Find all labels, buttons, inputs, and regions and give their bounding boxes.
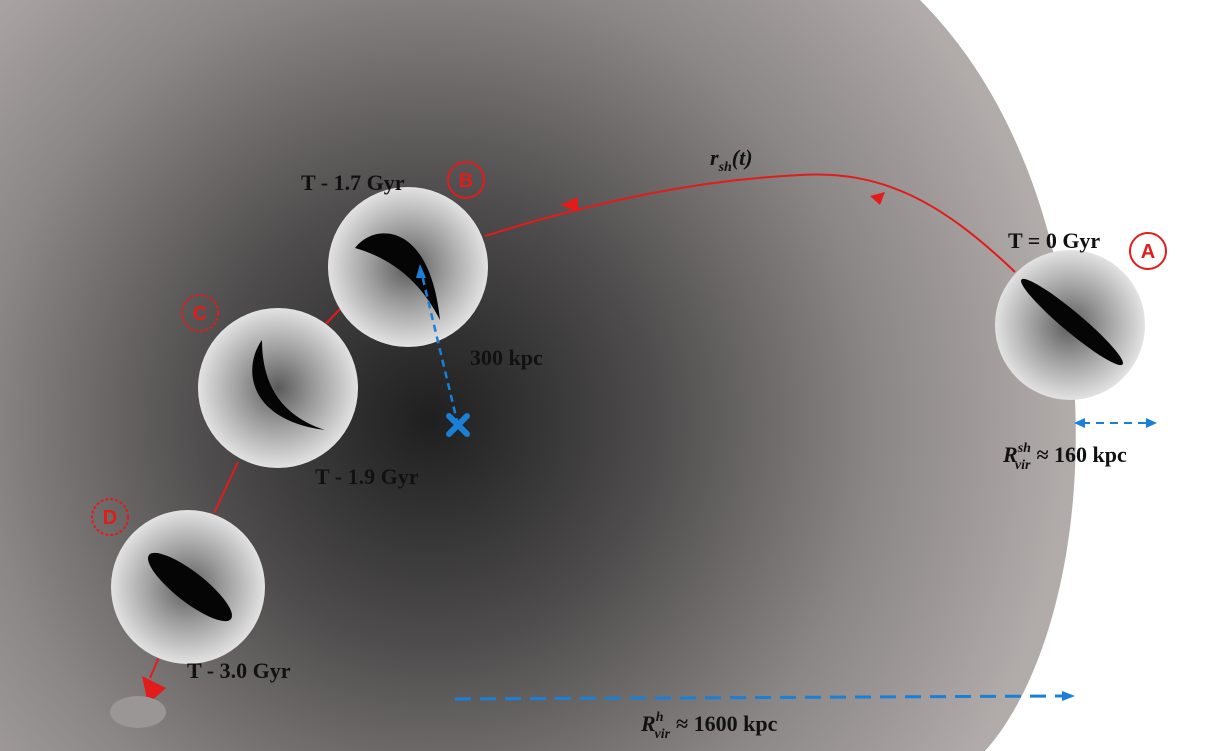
rvir-sh-label: Rsh vir ≈ 160 kpc [1002, 441, 1127, 473]
time-label-C: T - 1.9 Gyr [315, 464, 419, 489]
time-label-A: T = 0 Gyr [1008, 228, 1100, 253]
marker-B: B [447, 161, 485, 199]
disk-C [252, 340, 325, 430]
svg-text:C: C [193, 303, 207, 325]
distance-300-label: 300 kpc [470, 345, 543, 370]
marker-C: C [181, 294, 219, 332]
distance-300-arrow [416, 264, 470, 437]
disk-B [355, 233, 440, 320]
satellite-D [111, 510, 265, 664]
host-center-marker [446, 413, 470, 437]
orbit-arrows [142, 192, 885, 704]
disk-A [1021, 278, 1123, 366]
time-label-D: T - 3.0 Gyr [187, 658, 291, 683]
orbit-arrowhead-large [142, 676, 166, 704]
rvir-sh-arrow [1074, 418, 1157, 428]
rvir-h-arrow [454, 691, 1075, 701]
satellite-B [328, 187, 488, 347]
time-label-B: T - 1.7 Gyr [301, 170, 405, 195]
host-halo [0, 0, 1076, 751]
marker-D: D [91, 498, 129, 536]
future-position-shadow [110, 696, 166, 728]
rvir-h-label: Rh vir ≈ 1600 kpc [640, 710, 778, 742]
satellite-C [198, 308, 358, 468]
marker-A: A [1129, 232, 1167, 270]
svg-text:D: D [103, 507, 117, 529]
svg-text:B: B [459, 170, 473, 192]
orbit-radius-label: rsh(t) [710, 145, 753, 175]
disk-D [147, 552, 233, 622]
orbit-arrowhead [560, 197, 578, 212]
orbit-arrowhead [870, 192, 885, 205]
satellite-A [995, 250, 1145, 400]
svg-text:A: A [1141, 241, 1155, 263]
